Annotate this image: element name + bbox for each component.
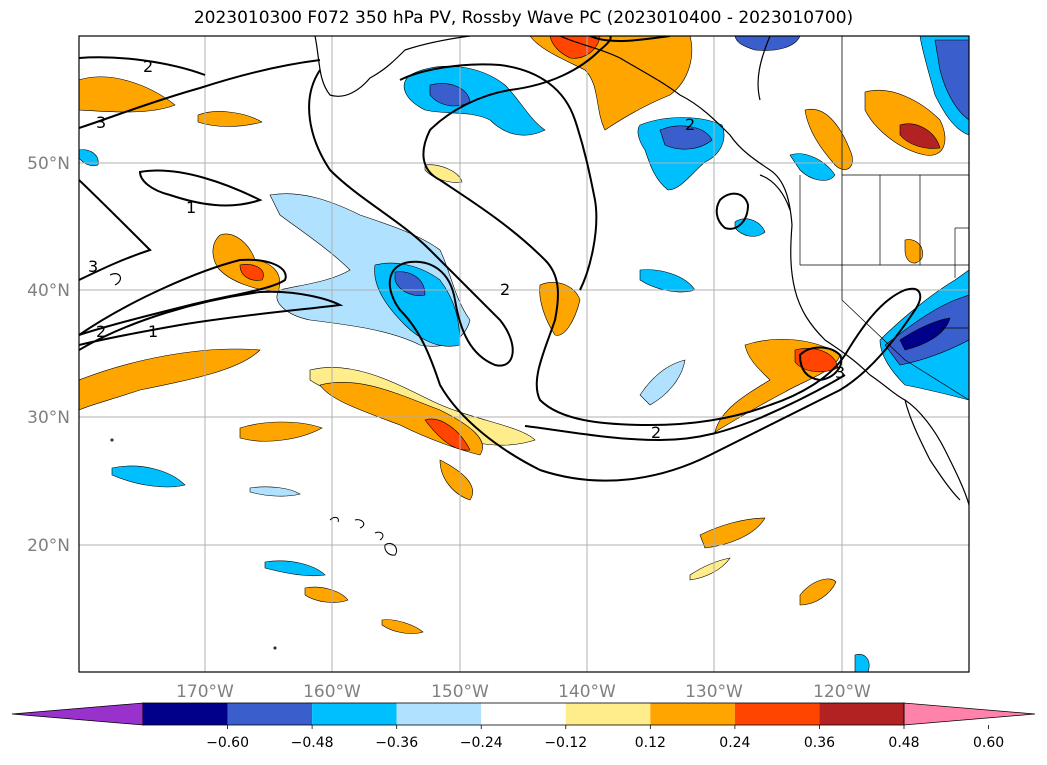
lon-label-140w: 140°W (558, 682, 616, 702)
colorbar-tick-label: −0.60 (206, 735, 249, 751)
contour-label: 3 (88, 257, 98, 276)
positive-anomaly (899, 123, 941, 149)
colorbar: −0.60 −0.48 −0.36 −0.24 −0.12 0.12 0.24 0.36 0.4… (11, 702, 1036, 751)
negative-anomaly (639, 359, 686, 406)
negative-anomaly (249, 486, 301, 497)
state-borders (799, 36, 969, 401)
negative-anomaly (264, 560, 326, 577)
colorbar-swatch (734, 703, 820, 725)
coastlines (109, 36, 969, 506)
islands (110, 438, 398, 650)
contour-label: 2 (651, 423, 661, 442)
negative-anomaly (639, 269, 696, 293)
colorbar-tick-label: 0.12 (635, 735, 666, 751)
colorbar-tick-label: −0.24 (460, 735, 503, 751)
lon-label-150w: 150°W (431, 682, 489, 702)
shaded-anomalies (79, 36, 969, 672)
positive-anomaly (304, 586, 349, 603)
positive-anomaly (197, 111, 263, 127)
colorbar-swatch (143, 703, 228, 725)
colorbar-swatch (481, 703, 566, 725)
positive-anomaly (239, 421, 323, 442)
positive-anomaly (904, 239, 923, 264)
contour-label: 2 (500, 280, 510, 299)
positive-anomaly (79, 348, 261, 411)
positive-anomaly (699, 517, 766, 549)
negative-anomaly (111, 465, 186, 488)
lat-label-50n: 50°N (27, 154, 70, 174)
positive-anomaly (424, 164, 463, 183)
colorbar-tick-label: −0.48 (291, 735, 334, 751)
contour-label: 1 (186, 198, 196, 217)
colorbar-swatch (227, 703, 313, 725)
positive-anomaly (424, 418, 471, 451)
lon-label-160w: 160°W (303, 682, 361, 702)
negative-anomaly (854, 654, 870, 672)
pv-contours (79, 36, 922, 482)
colorbar-tick-label: 0.48 (888, 735, 919, 751)
negative-anomaly (899, 317, 951, 351)
latitude-labels: 50°N 40°N 30°N 20°N (27, 154, 70, 556)
colorbar-tick-label: 0.36 (804, 735, 835, 751)
contour-label: 2 (143, 57, 153, 76)
negative-anomaly (789, 153, 836, 181)
positive-anomaly (799, 578, 837, 606)
positive-anomaly (689, 557, 731, 581)
positive-anomaly (79, 76, 176, 113)
lon-label-170w: 170°W (176, 682, 234, 702)
contour-label: 3 (96, 113, 106, 132)
colorbar-swatch (819, 703, 904, 725)
colorbar-tick-label: 0.24 (719, 735, 750, 751)
colorbar-swatch (396, 703, 482, 725)
lat-label-40n: 40°N (27, 281, 70, 301)
contour-label: 2 (685, 115, 695, 134)
colorbar-swatch (312, 703, 397, 725)
lon-label-120w: 120°W (813, 682, 871, 702)
contour-labels: 2 3 1 3 2 1 2 2 2 3 (88, 57, 845, 442)
contour-label: 2 (96, 322, 106, 341)
colorbar-extension-low (11, 702, 144, 726)
colorbar-tick-label: 0.60 (973, 735, 1004, 751)
positive-anomaly (381, 619, 424, 634)
graticule (79, 36, 969, 672)
lon-label-130w: 130°W (685, 682, 743, 702)
negative-anomaly (734, 218, 766, 237)
lat-label-30n: 30°N (27, 408, 70, 428)
positive-anomaly (529, 36, 693, 131)
negative-anomaly (659, 125, 713, 150)
colorbar-tick-label: −0.12 (544, 735, 587, 751)
longitude-labels: 170°W 160°W 150°W 140°W 130°W 120°W (176, 682, 871, 702)
colorbar-extension-high (903, 702, 1036, 726)
positive-anomaly (539, 281, 581, 336)
lat-label-20n: 20°N (27, 536, 70, 556)
colorbar-swatch (565, 703, 651, 725)
colorbar-swatch (650, 703, 735, 725)
colorbar-tick-label: −0.36 (375, 735, 418, 751)
positive-anomaly (804, 108, 853, 170)
contour-label: 3 (835, 363, 845, 382)
colorbar-frame (142, 702, 905, 726)
map-title: 2023010300 F072 350 hPa PV, Rossby Wave … (193, 8, 854, 28)
positive-anomaly (439, 459, 473, 501)
negative-anomaly (79, 149, 99, 167)
map-frame (78, 35, 970, 673)
contour-label: 1 (148, 322, 158, 341)
positive-anomaly (239, 264, 264, 281)
